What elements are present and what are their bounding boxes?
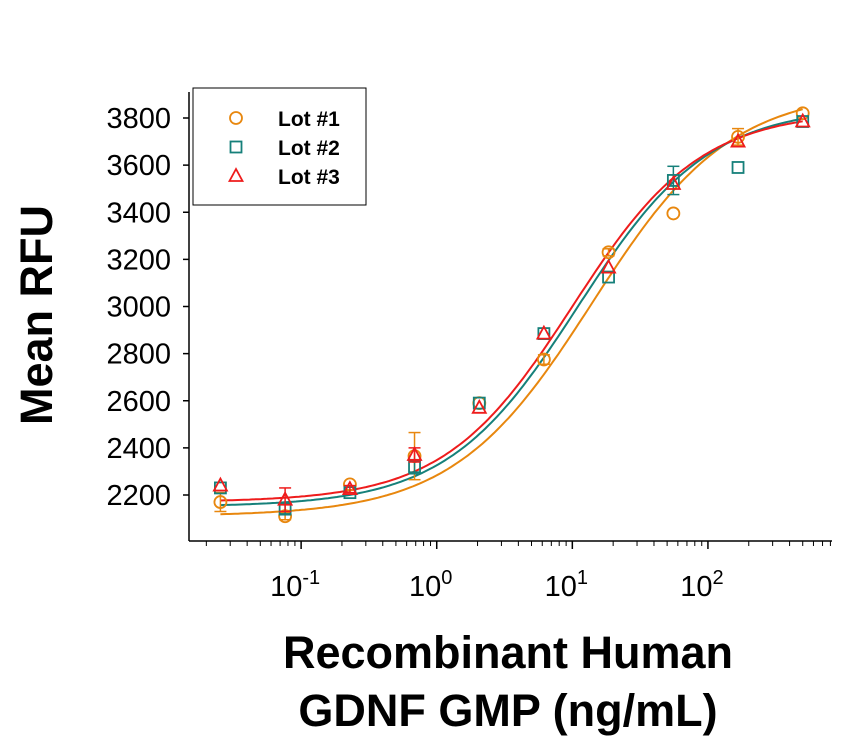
x-tick-exponent: 1 [577, 567, 588, 589]
data-point-lot-2 [731, 161, 745, 174]
data-points [212, 106, 811, 524]
x-tick-exponent: -1 [302, 567, 320, 589]
y-tick-label: 2800 [106, 339, 171, 371]
data-point-lot-1 [536, 352, 551, 367]
y-tick-label: 2600 [106, 386, 171, 418]
x-tick-base: 10 [545, 571, 577, 603]
data-point-lot-3 [471, 398, 488, 414]
x-tick-exponent: 0 [441, 567, 452, 589]
triangle-marker [212, 476, 229, 492]
fit-curve-lot-2 [220, 117, 803, 507]
circle-marker [795, 106, 810, 121]
legend-label-lot-2: Lot #2 [278, 137, 340, 160]
y-tick-label: 3600 [106, 150, 171, 182]
x-tick-label: 101 [545, 567, 588, 603]
fit-curve-lot-1 [220, 108, 803, 516]
x-tick-base: 10 [680, 571, 712, 603]
square-marker [666, 174, 680, 187]
y-tick-label: 3200 [106, 244, 171, 276]
legend-box [192, 87, 367, 206]
data-point-lot-1 [666, 206, 681, 221]
circle-marker [601, 245, 616, 260]
triangle-marker [730, 132, 747, 148]
y-tick-label: 3400 [106, 197, 171, 229]
triangle-marker [471, 398, 488, 414]
fit-curve-lot-3 [220, 120, 803, 502]
x-tick-base: 10 [409, 571, 441, 603]
y-axis-title: Mean RFU [11, 205, 62, 425]
square-marker [731, 161, 745, 174]
data-point-lot-1 [731, 127, 745, 146]
legend: Lot #1 Lot #2 Lot #3 [192, 87, 367, 206]
data-point-lot-3 [600, 258, 617, 274]
circle-marker [213, 495, 228, 509]
axes: 22002400260028003000320034003600380010-1… [106, 92, 832, 603]
x-tick-label: 100 [409, 567, 452, 603]
data-point-lot-2 [472, 396, 486, 410]
data-point-lot-3 [406, 446, 423, 463]
data-point-lot-1 [213, 491, 228, 513]
triangle-marker [665, 175, 682, 190]
data-point-lot-3 [341, 480, 358, 496]
x-tick-label: 102 [680, 567, 723, 603]
x-tick-label: 10-1 [270, 567, 320, 603]
legend-square-icon [229, 140, 243, 154]
fit-curves [220, 108, 803, 516]
legend-label-lot-1: Lot #1 [278, 108, 340, 131]
data-point-lot-3 [277, 487, 294, 513]
y-tick-label: 2200 [106, 480, 171, 512]
data-point-lot-3 [730, 132, 747, 148]
legend-label-lot-3: Lot #3 [278, 166, 340, 189]
triangle-marker [277, 490, 294, 506]
x-tick-base: 10 [270, 571, 302, 603]
x-axis-title-line-1: Recombinant Human [283, 627, 733, 678]
legend-circle-icon [229, 111, 243, 125]
data-point-lot-3 [665, 175, 682, 190]
legend-triangle-icon [227, 167, 245, 182]
square-marker [472, 396, 486, 410]
data-point-lot-3 [794, 112, 811, 128]
data-point-lot-3 [212, 476, 229, 492]
y-tick-label: 3000 [106, 292, 171, 324]
triangle-marker [535, 324, 552, 340]
data-point-lot-1 [601, 245, 616, 260]
triangle-marker [341, 480, 358, 496]
y-tick-label: 3800 [106, 103, 171, 135]
circle-marker [731, 129, 745, 144]
triangle-marker [794, 112, 811, 128]
circle-marker [536, 352, 551, 367]
square-marker [602, 270, 615, 284]
triangle-marker [406, 446, 423, 461]
y-tick-label: 2400 [106, 433, 171, 465]
triangle-marker [600, 258, 617, 274]
data-point-lot-1 [795, 106, 810, 121]
data-point-lot-3 [535, 324, 552, 340]
data-point-lot-2 [602, 270, 615, 284]
x-tick-exponent: 2 [713, 567, 724, 589]
circle-marker [666, 206, 681, 221]
x-axis-title-line-2: GDNF GMP (ng/mL) [298, 685, 717, 736]
